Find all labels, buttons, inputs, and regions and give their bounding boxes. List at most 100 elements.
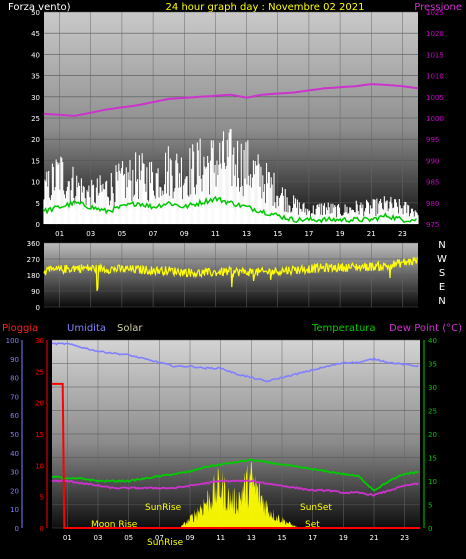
label-dewpoint: Dew Point (°C) — [389, 323, 462, 334]
panel1-right-tick-label: 1020 — [426, 30, 444, 38]
panel2-compass-letter: S — [439, 268, 445, 279]
panel3-x-tick-label: 17 — [308, 534, 317, 542]
panel1-x-tick-label: 07 — [149, 230, 158, 238]
temperature-tick-label: 10 — [428, 478, 437, 486]
temperature-line — [51, 458, 419, 492]
panel1-left-tick-label: 50 — [31, 9, 40, 17]
humidity-tick-label: 10 — [10, 506, 19, 514]
panel2-left-tick-label: 360 — [27, 240, 40, 248]
panel1-x-tick-label: 11 — [211, 230, 220, 238]
panel1-left-tick-label: 45 — [31, 30, 40, 38]
panel3-x-tick-label: 13 — [247, 534, 256, 542]
temperature-tick-label: 25 — [428, 408, 437, 416]
temperature-tick-label: 15 — [428, 455, 437, 463]
panel1-right-tick-label: 985 — [426, 179, 439, 187]
panel1-x-tick-label: 13 — [242, 230, 251, 238]
panel3-x-tick-label: 09 — [186, 534, 195, 542]
panel1-left-tick-label: 35 — [31, 73, 40, 81]
humidity-tick-label: 90 — [10, 356, 19, 364]
header-left-label: Forza vento) — [8, 2, 71, 13]
panel1-left-tick-label: 30 — [31, 94, 40, 102]
panel3-x-tick-label: 23 — [400, 534, 409, 542]
panel2-compass-letter: N — [438, 240, 445, 251]
panel3-x-tick-label: 19 — [339, 534, 348, 542]
panel1-series — [43, 83, 419, 224]
panel1-left-tick-label: 0 — [36, 221, 40, 229]
annotation-sunset-lower: Set — [305, 520, 320, 530]
rain-tick-label: 30 — [35, 337, 44, 345]
label-solar: Solar — [117, 323, 143, 334]
panel2-compass-letter: E — [439, 282, 445, 293]
temperature-tick-label: 20 — [428, 431, 437, 439]
humidity-tick-label: 60 — [10, 412, 19, 420]
panel2-left-tick-label: 180 — [27, 272, 40, 280]
humidity-tick-label: 30 — [10, 469, 19, 477]
dewpoint-line — [51, 479, 419, 497]
panel1-right-tick-label: 975 — [426, 221, 439, 229]
panel1-x-tick-label: 09 — [180, 230, 189, 238]
temperature-tick-label: 40 — [428, 337, 437, 345]
panel1-x-tick-label: 03 — [86, 230, 95, 238]
panel3-grid — [52, 339, 420, 529]
temperature-tick-label: 5 — [428, 502, 432, 510]
panel1-right-tick-label: 995 — [426, 136, 439, 144]
panel3-x-tick-label: 21 — [370, 534, 379, 542]
panel3-x-tick-label: 15 — [278, 534, 287, 542]
annotation-moon-rise: Moon Rise — [91, 520, 138, 530]
panel2-grid — [44, 242, 418, 308]
panel1-x-tick-label: 23 — [398, 230, 407, 238]
temperature-tick-label: 35 — [428, 361, 437, 369]
humidity-tick-label: 50 — [10, 431, 19, 439]
rain-tick-label: 0 — [40, 525, 44, 533]
temperature-tick-label: 30 — [428, 384, 437, 392]
annotation-sunset-upper: SunSet — [300, 503, 332, 513]
panel1-right-tick-label: 980 — [426, 200, 439, 208]
panel1-left-tick-label: 5 — [36, 200, 40, 208]
humidity-tick-label: 80 — [10, 375, 19, 383]
annotation-sunrise-lower: SunRise — [147, 538, 184, 548]
panel1-right-tick-label: 1005 — [426, 94, 444, 102]
panel2-compass-letter: W — [437, 254, 447, 265]
panel3-x-tick-label: 01 — [63, 534, 72, 542]
panel2-left-tick-label: 0 — [36, 304, 40, 312]
rain-line — [52, 382, 420, 529]
solar-area — [179, 462, 299, 528]
pressure-line — [43, 83, 419, 117]
panel1-right-tick-label: 1015 — [426, 51, 444, 59]
panel3-x-tick-label: 03 — [94, 534, 103, 542]
panel3-ticks: 1009080706050403020100302520151050403530… — [6, 337, 437, 542]
rain-tick-label: 20 — [35, 400, 44, 408]
panel1-left-tick-label: 40 — [31, 51, 40, 59]
wind-direction-line — [43, 256, 418, 291]
temperature-tick-label: 0 — [428, 525, 432, 533]
panel1-right-tick-label: 1025 — [426, 9, 444, 17]
panel3-x-tick-label: 05 — [124, 534, 133, 542]
panel2-left-tick-label: 270 — [27, 256, 40, 264]
panel1-left-tick-label: 25 — [31, 115, 40, 123]
header-title: 24 hour graph day : Novembre 02 2021 — [166, 2, 365, 13]
annotation-sunrise-upper: SunRise — [145, 503, 182, 513]
panel1-left-tick-label: 10 — [31, 179, 40, 187]
humidity-tick-label: 20 — [10, 487, 19, 495]
panel2-left-tick-label: 90 — [31, 288, 40, 296]
panel3-x-tick-label: 11 — [216, 534, 225, 542]
label-rain: Pioggia — [2, 323, 38, 334]
panel1-right-tick-label: 990 — [426, 157, 439, 165]
panel1-left-tick-label: 15 — [31, 157, 40, 165]
humidity-tick-label: 0 — [15, 525, 19, 533]
panel2-series — [43, 256, 418, 291]
panel1-ticks: 5045403530252015105010251020101510101005… — [31, 9, 444, 238]
panel3-series — [51, 342, 420, 529]
panel1-right-tick-label: 1010 — [426, 73, 444, 81]
panel1-x-tick-label: 01 — [55, 230, 64, 238]
label-humidity: Umidita — [67, 323, 106, 334]
humidity-tick-label: 100 — [6, 337, 19, 345]
header-right-label: Pressione — [414, 2, 462, 13]
panel1-x-tick-label: 15 — [273, 230, 282, 238]
wind-average-line — [43, 195, 418, 224]
panel1-x-tick-label: 19 — [336, 230, 345, 238]
panel1-x-tick-label: 05 — [117, 230, 126, 238]
